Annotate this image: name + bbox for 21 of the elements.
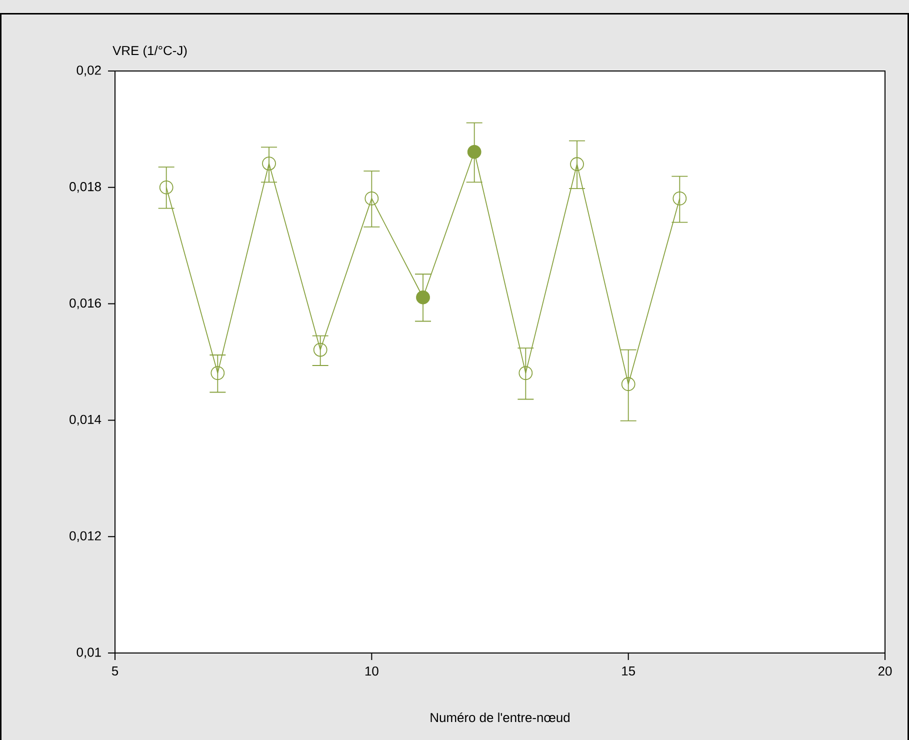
- point: [210, 366, 225, 380]
- x-tick-label: 10: [365, 666, 378, 676]
- point: [159, 180, 174, 194]
- point: [262, 156, 276, 170]
- y-tick-label: 0,014: [70, 414, 102, 426]
- point: [672, 192, 687, 206]
- point: [570, 157, 584, 172]
- x-axis-title: Numéro de l'entre-nœud: [430, 712, 570, 722]
- x-tick-label: 15: [622, 666, 635, 676]
- point: [364, 192, 379, 206]
- x-tick-label: 20: [878, 666, 892, 676]
- y-tick-label: 0,02: [76, 66, 101, 76]
- point: [621, 377, 636, 392]
- y-axis-title: VRE (1/°C-J): [112, 46, 187, 58]
- point: [313, 342, 328, 357]
- x-tick-label: 5: [112, 666, 118, 676]
- y-tick-label: 0,016: [70, 298, 101, 310]
- point: [518, 366, 533, 380]
- y-tick-label: 0,012: [70, 531, 101, 542]
- y-tick-label: 0,01: [76, 648, 101, 658]
- y-tick-label: 0,018: [70, 182, 101, 193]
